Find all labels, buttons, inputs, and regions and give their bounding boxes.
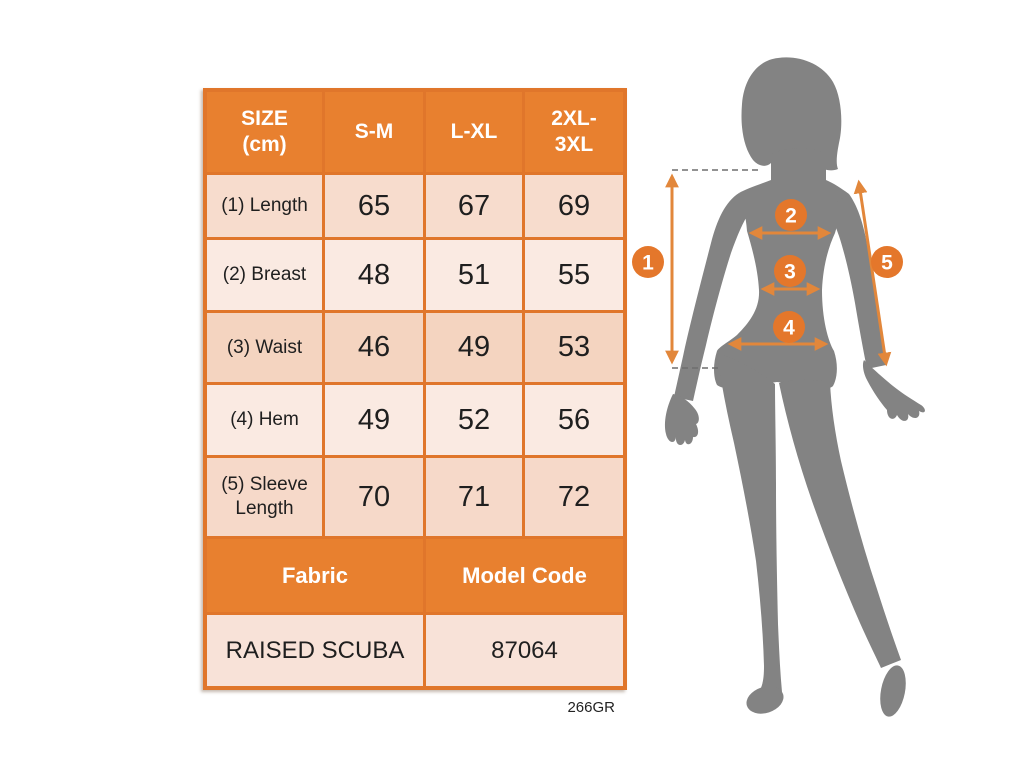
marker-5: 5 <box>871 246 903 278</box>
value-waist-lxl: 49 <box>426 313 522 382</box>
value-hem-lxl: 52 <box>426 385 522 455</box>
value-sleeve-2xl3xl: 72 <box>525 458 623 536</box>
value-waist-sm: 46 <box>325 313 423 382</box>
value-hem-2xl3xl: 56 <box>525 385 623 455</box>
marker-circle-1 <box>632 246 664 278</box>
marker-2: 2 <box>775 199 807 231</box>
value-length-sm: 65 <box>325 175 423 237</box>
marker-label-2: 2 <box>785 205 797 228</box>
fabric-header: Fabric <box>207 539 423 612</box>
size-table: SIZE (cm) S-M L-XL 2XL- 3XL (1) Length 6… <box>203 88 627 690</box>
value-waist-2xl3xl: 53 <box>525 313 623 382</box>
model-code-value: 87064 <box>426 615 623 686</box>
table-header-lxl: L-XL <box>426 92 522 172</box>
marker-circle-5 <box>871 246 903 278</box>
weight-code-label: 266GR <box>567 699 615 716</box>
value-hem-sm: 49 <box>325 385 423 455</box>
row-label-waist: (3) Waist <box>207 313 322 382</box>
marker-label-4: 4 <box>783 317 795 340</box>
marker-3: 3 <box>774 255 806 287</box>
marker-label-3: 3 <box>784 261 796 284</box>
value-sleeve-lxl: 71 <box>426 458 522 536</box>
model-code-header: Model Code <box>426 539 623 612</box>
value-breast-lxl: 51 <box>426 240 522 310</box>
value-sleeve-sm: 70 <box>325 458 423 536</box>
marker-label-5: 5 <box>881 252 893 275</box>
row-label-breast: (2) Breast <box>207 240 322 310</box>
table-header-sm: S-M <box>325 92 423 172</box>
row-label-sleeve-length: (5) Sleeve Length <box>207 458 322 536</box>
row-label-hem: (4) Hem <box>207 385 322 455</box>
marker-circle-3 <box>774 255 806 287</box>
marker-circle-4 <box>773 311 805 343</box>
fabric-value: RAISED SCUBA <box>207 615 423 686</box>
value-breast-2xl3xl: 55 <box>525 240 623 310</box>
woman-silhouette <box>664 57 925 717</box>
marker-4: 4 <box>773 311 805 343</box>
marker-1: 1 <box>632 246 664 278</box>
table-header-size: SIZE (cm) <box>207 92 322 172</box>
sleeve-arrow-5 <box>853 179 892 367</box>
table-header-2xl3xl: 2XL- 3XL <box>525 92 623 172</box>
marker-label-1: 1 <box>642 252 654 275</box>
measurement-figure: 1 2 3 4 5 <box>632 57 925 717</box>
value-breast-sm: 48 <box>325 240 423 310</box>
value-length-lxl: 67 <box>426 175 522 237</box>
marker-circle-2 <box>775 199 807 231</box>
row-label-length: (1) Length <box>207 175 322 237</box>
value-length-2xl3xl: 69 <box>525 175 623 237</box>
